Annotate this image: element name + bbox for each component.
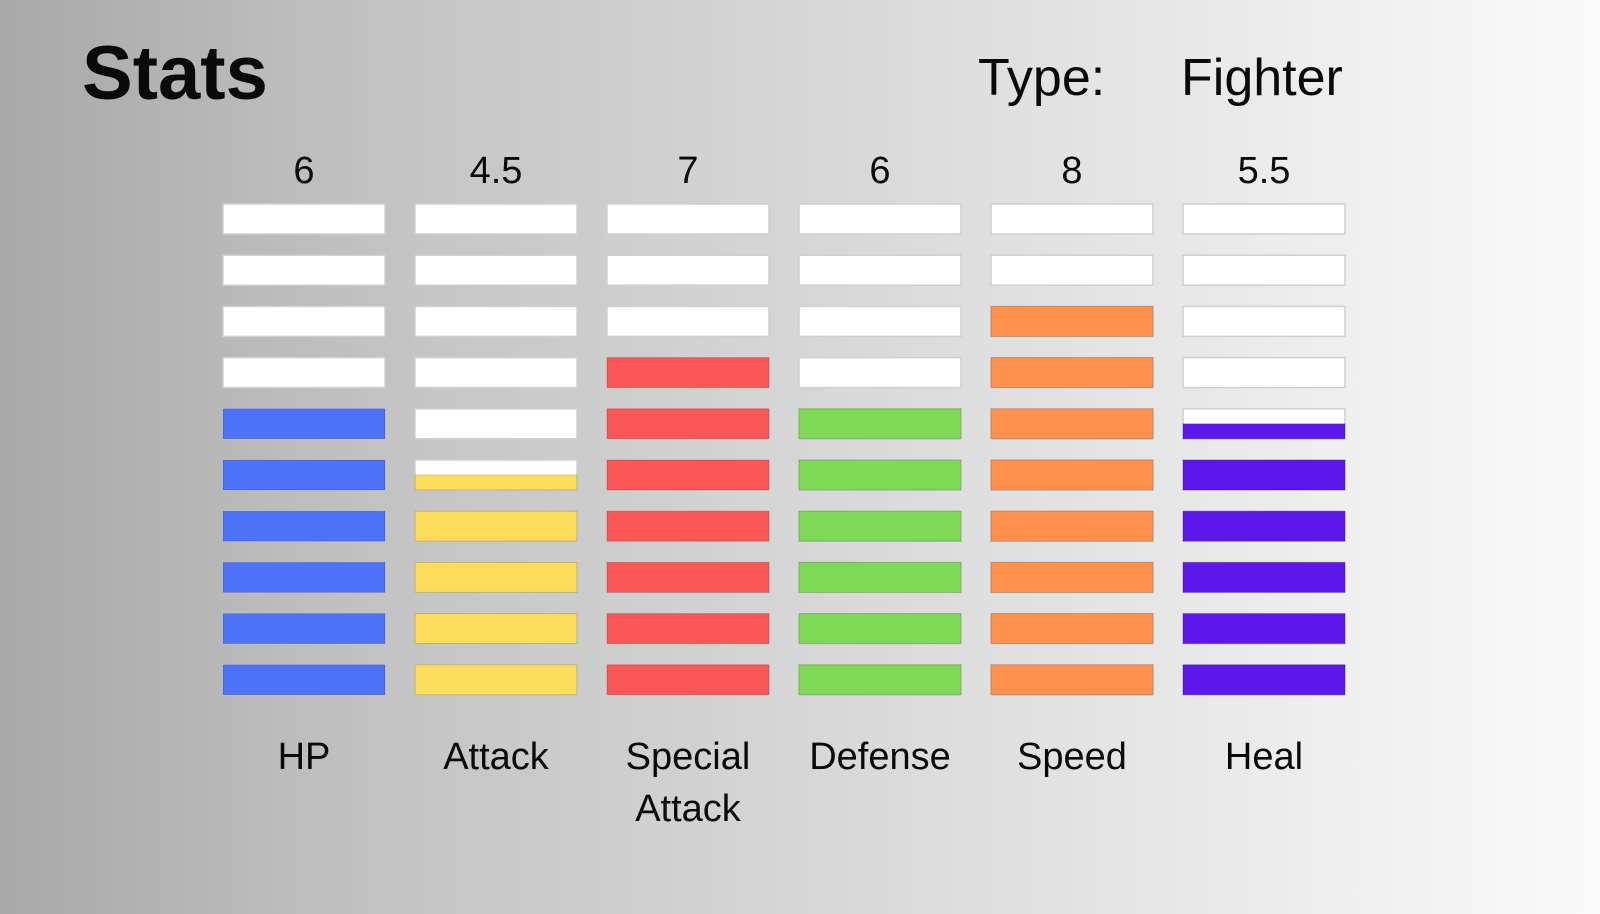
stat-value-special-attack: 7	[677, 150, 699, 192]
stat-segment-fill-speed	[990, 357, 1154, 389]
stat-value-heal: 5.5	[1237, 150, 1291, 192]
stat-value-speed: 8	[1061, 150, 1083, 192]
stat-bar-hp	[222, 203, 386, 696]
stat-segment-speed	[990, 203, 1154, 235]
stat-segment-fill-attack	[414, 474, 578, 491]
stat-segment-fill-defense	[798, 459, 962, 491]
stat-segment-special-attack	[606, 254, 770, 286]
stat-segment-fill-hp	[222, 408, 386, 440]
stat-bar-heal	[1182, 203, 1346, 696]
stat-segment-fill-special-attack	[606, 408, 770, 440]
stats-title: Stats	[82, 31, 268, 116]
stat-segment-fill-special-attack	[606, 510, 770, 542]
stat-segment-attack	[414, 408, 578, 440]
type-value: Fighter	[1181, 49, 1343, 107]
stat-segment-speed	[990, 254, 1154, 286]
stat-segment-fill-defense	[798, 510, 962, 542]
stat-segment-fill-speed	[990, 664, 1154, 696]
stat-segment-fill-heal	[1182, 510, 1346, 542]
stat-segment-heal	[1182, 254, 1346, 286]
stat-segment-fill-attack	[414, 561, 578, 593]
stat-category-attack: Attack	[443, 736, 549, 778]
stat-segment-fill-speed	[990, 459, 1154, 491]
stat-segment-fill-special-attack	[606, 664, 770, 696]
stat-value-attack: 4.5	[469, 150, 523, 192]
stat-segment-fill-heal	[1182, 423, 1346, 440]
stat-segment-fill-heal	[1182, 664, 1346, 696]
stat-segment-fill-special-attack	[606, 459, 770, 491]
stat-segment-fill-hp	[222, 613, 386, 645]
stat-segment-fill-defense	[798, 408, 962, 440]
stat-segment-heal	[1182, 203, 1346, 235]
stat-segment-attack	[414, 356, 578, 389]
stat-segment-special-attack	[606, 305, 770, 338]
stat-segment-fill-hp	[222, 510, 386, 542]
stat-segment-fill-speed	[990, 305, 1154, 337]
stat-segment-fill-hp	[222, 664, 386, 696]
stat-segment-fill-defense	[798, 613, 962, 645]
stat-segment-fill-special-attack	[606, 357, 770, 389]
stat-segment-heal	[1182, 356, 1346, 389]
stat-category-hp: HP	[277, 736, 331, 778]
stat-segment-attack	[414, 305, 578, 338]
stat-segment-attack	[414, 203, 578, 235]
stat-category-speed: Speed	[1017, 736, 1127, 778]
stat-segment-fill-heal	[1182, 459, 1346, 491]
stat-segment-fill-defense	[798, 664, 962, 696]
stat-segment-hp	[222, 305, 386, 338]
stat-segment-fill-speed	[990, 510, 1154, 542]
stat-segment-defense	[798, 203, 962, 235]
stat-bar-attack	[414, 203, 578, 696]
stat-category-special-attack: Special Attack	[625, 736, 751, 831]
stat-segment-hp	[222, 203, 386, 235]
stat-segment-fill-defense	[798, 561, 962, 593]
stat-segment-fill-heal	[1182, 561, 1346, 593]
stat-segment-hp	[222, 254, 386, 286]
stat-segment-fill-speed	[990, 408, 1154, 440]
stat-value-hp: 6	[293, 150, 315, 192]
stat-segment-defense	[798, 356, 962, 389]
stat-segment-defense	[798, 305, 962, 338]
stat-segment-fill-attack	[414, 510, 578, 542]
stat-segment-hp	[222, 356, 386, 389]
stat-segment-fill-special-attack	[606, 561, 770, 593]
stat-segment-attack	[414, 254, 578, 286]
stat-segment-fill-attack	[414, 613, 578, 645]
stat-segment-heal	[1182, 305, 1346, 338]
stat-value-defense: 6	[869, 150, 891, 192]
stat-segment-fill-speed	[990, 613, 1154, 645]
stat-bar-defense	[798, 203, 962, 696]
stat-bar-special-attack	[606, 203, 770, 696]
stat-segment-fill-heal	[1182, 613, 1346, 645]
stat-segment-fill-hp	[222, 459, 386, 491]
stat-bar-speed	[990, 203, 1154, 696]
stat-segment-fill-speed	[990, 561, 1154, 593]
stat-category-defense: Defense	[809, 736, 951, 778]
stat-segment-fill-attack	[414, 664, 578, 696]
type-label: Type:	[978, 49, 1106, 107]
stat-segment-defense	[798, 254, 962, 286]
stat-category-heal: Heal	[1224, 736, 1304, 778]
stat-segment-fill-hp	[222, 561, 386, 593]
stat-segment-special-attack	[606, 203, 770, 235]
stat-segment-fill-special-attack	[606, 613, 770, 645]
